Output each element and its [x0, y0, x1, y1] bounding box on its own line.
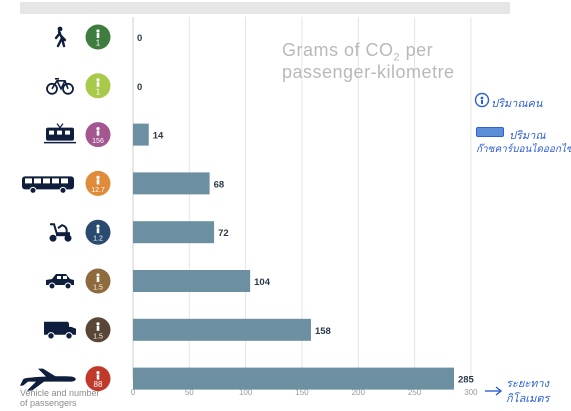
passenger-count: 1 — [96, 39, 101, 48]
legend-co2-note-line1: ปริมาณ — [509, 129, 546, 142]
x-tick-label: 250 — [408, 388, 422, 397]
passenger-count: 88 — [94, 380, 103, 389]
passenger-badge: 12.7 — [85, 170, 111, 196]
bicycle-icon — [46, 78, 74, 95]
x-tick-label: 0 — [131, 388, 136, 397]
passenger-badge: 1.5 — [85, 268, 111, 294]
bar-value-label: 285 — [458, 375, 475, 386]
bus-icon — [22, 176, 74, 194]
passenger-count: 1.5 — [93, 333, 103, 340]
passenger-badge: 1 — [85, 73, 111, 99]
legend-co2-note-line2: ก๊าซคาร์บอนไดออกไซด์ — [476, 144, 571, 155]
chart-title-line1: Grams of CO2 per — [282, 40, 434, 64]
axis-note-line2: กิโลเมตร — [506, 392, 550, 405]
bar-swatch-icon — [476, 127, 504, 137]
airplane-icon — [20, 368, 76, 391]
y-axis-label: Vehicle and number of passengers — [20, 388, 100, 408]
arrow-right-icon — [485, 386, 503, 396]
bar-value-label: 0 — [137, 33, 142, 44]
bar-value-label: 72 — [218, 228, 229, 239]
x-tick-label: 50 — [185, 388, 194, 397]
x-tick-label: 100 — [239, 388, 253, 397]
x-tick-label: 300 — [464, 388, 478, 397]
bar — [133, 270, 251, 292]
van-icon — [44, 321, 76, 340]
passenger-badge: 156 — [85, 122, 111, 148]
x-tick-label: 150 — [295, 388, 309, 397]
passenger-badge: 88 — [85, 366, 111, 392]
bar — [133, 318, 311, 341]
tram-icon — [44, 123, 76, 144]
bar-value-label: 68 — [214, 179, 225, 190]
passenger-count: 1.2 — [93, 236, 103, 243]
walking-person-icon — [54, 26, 67, 48]
car-icon — [46, 274, 74, 290]
bar — [133, 172, 210, 195]
passenger-count: 1.5 — [93, 285, 103, 292]
bar — [133, 367, 454, 390]
bar-value-label: 0 — [137, 82, 142, 93]
bar — [133, 123, 149, 146]
passenger-count: 1 — [96, 87, 101, 96]
passenger-badge: 1.2 — [85, 219, 111, 245]
x-tick-label: 200 — [352, 388, 366, 397]
passenger-badge: 1 — [85, 24, 111, 50]
passenger-count: 156 — [92, 138, 104, 145]
axis-note-line1: ระยะทาง — [506, 377, 549, 390]
bar-value-label: 158 — [315, 326, 331, 337]
bar-value-label: 104 — [254, 277, 271, 288]
passenger-count: 12.7 — [91, 187, 105, 194]
bar-value-label: 14 — [153, 131, 164, 142]
legend-passengers-note: ปริมาณคน — [491, 97, 543, 110]
scooter-icon — [49, 223, 72, 242]
passenger-circle-icon — [474, 92, 490, 108]
top-bar — [20, 2, 510, 14]
passenger-badge: 1.5 — [85, 317, 111, 343]
chart-title-line2: passenger-kilometre — [282, 62, 455, 82]
bar — [133, 221, 215, 244]
